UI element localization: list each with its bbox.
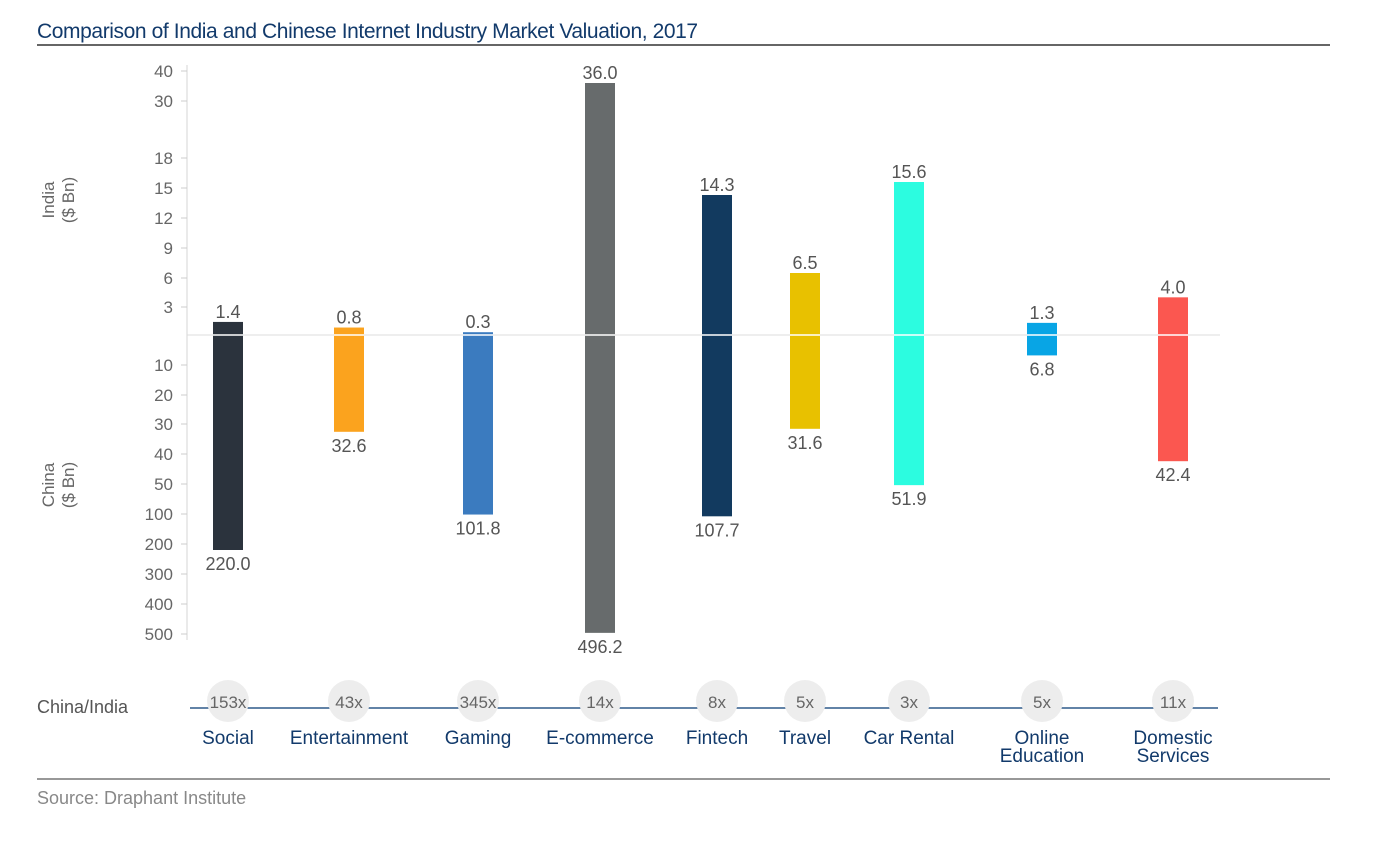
bar-2 bbox=[463, 332, 493, 515]
ratio-circle bbox=[207, 680, 249, 722]
china-axis-title-line2: ($ Bn) bbox=[59, 462, 78, 508]
category-label: Education bbox=[1000, 746, 1085, 767]
category-label: Services bbox=[1137, 746, 1210, 767]
india-value-label: 4.0 bbox=[1160, 277, 1185, 297]
ratio-label: 5x bbox=[1033, 693, 1051, 712]
india-value-label: 1.3 bbox=[1029, 303, 1054, 323]
category-label: Fintech bbox=[686, 728, 748, 749]
ratio-label: 153x bbox=[210, 693, 247, 712]
india-value-label: 0.8 bbox=[336, 308, 361, 328]
category-label: Travel bbox=[779, 728, 831, 749]
y-tick-label-china: 30 bbox=[154, 415, 173, 434]
ratio-label: 8x bbox=[708, 693, 726, 712]
india-axis-title-line1: India bbox=[39, 181, 58, 218]
ratio-circle bbox=[1021, 680, 1063, 722]
india-axis-title-line2: ($ Bn) bbox=[59, 177, 78, 223]
ratio-circle bbox=[579, 680, 621, 722]
ratio-circle bbox=[784, 680, 826, 722]
y-tick-label-india: 15 bbox=[154, 179, 173, 198]
bar-6 bbox=[894, 182, 924, 486]
india-value-label: 36.0 bbox=[582, 63, 617, 83]
category-label: Domestic bbox=[1133, 728, 1212, 749]
bar-5 bbox=[790, 273, 820, 429]
india-axis-title: India ($ Bn) bbox=[39, 177, 78, 223]
ratio-label: 3x bbox=[900, 693, 918, 712]
ratio-label: 345x bbox=[460, 693, 497, 712]
ratio-row-label: China/India bbox=[37, 697, 129, 717]
category-label: Social bbox=[202, 728, 254, 749]
bar-4 bbox=[702, 195, 732, 517]
y-tick-label-india: 3 bbox=[164, 298, 173, 317]
y-tick-label-india: 40 bbox=[154, 62, 173, 81]
y-tick-label-india: 18 bbox=[154, 149, 173, 168]
china-value-label: 6.8 bbox=[1029, 359, 1054, 379]
category-label: E-commerce bbox=[546, 728, 654, 749]
bar-8 bbox=[1158, 297, 1188, 462]
y-tick-label-china: 200 bbox=[145, 535, 173, 554]
china-axis-title: China ($ Bn) bbox=[39, 462, 78, 508]
y-tick-label-china: 300 bbox=[145, 565, 173, 584]
source-note: Source: Draphant Institute bbox=[37, 788, 246, 808]
category-label: Gaming bbox=[445, 728, 512, 749]
y-tick-label-india: 9 bbox=[164, 239, 173, 258]
y-tick-label-china: 20 bbox=[154, 386, 173, 405]
china-axis-title-line1: China bbox=[39, 462, 58, 507]
y-tick-label-china: 400 bbox=[145, 595, 173, 614]
y-axis-ticks: 40 30 18 15 12 9 6 3 10 20 30 40 50 100 200 300 400 500 bbox=[145, 62, 187, 644]
y-tick-label-china: 500 bbox=[145, 625, 173, 644]
ratio-label: 14x bbox=[586, 693, 614, 712]
y-tick-label-india: 6 bbox=[164, 269, 173, 288]
y-tick-label-china: 10 bbox=[154, 356, 173, 375]
bar-7 bbox=[1027, 322, 1057, 356]
ratio-label: 11x bbox=[1160, 693, 1187, 712]
india-value-label: 14.3 bbox=[699, 175, 734, 195]
china-value-label: 220.0 bbox=[205, 554, 250, 574]
y-tick-label-china: 50 bbox=[154, 475, 173, 494]
china-value-label: 31.6 bbox=[787, 433, 822, 453]
china-value-label: 42.4 bbox=[1155, 465, 1190, 485]
y-tick-label-india: 30 bbox=[154, 92, 173, 111]
ratio-circle bbox=[1152, 680, 1194, 722]
y-tick-label-china: 40 bbox=[154, 445, 173, 464]
china-value-label: 101.8 bbox=[455, 519, 500, 539]
india-value-label: 15.6 bbox=[891, 162, 926, 182]
y-tick-label-china: 100 bbox=[145, 505, 173, 524]
y-tick-label-india: 12 bbox=[154, 209, 173, 228]
category-labels: Social Entertainment Gaming E-commerce Finte… bbox=[202, 728, 1212, 767]
india-value-label: 0.3 bbox=[465, 312, 490, 332]
bar-1 bbox=[334, 327, 364, 432]
india-value-label: 6.5 bbox=[792, 253, 817, 273]
chart-title: Comparison of India and Chinese Internet… bbox=[37, 20, 698, 43]
ratio-row: 153x 43x 345x 14x 8x 5x 3x 5x 11x bbox=[207, 680, 1194, 722]
china-value-label: 496.2 bbox=[577, 637, 622, 657]
ratio-circle bbox=[888, 680, 930, 722]
ratio-label: 43x bbox=[335, 693, 363, 712]
ratio-circle bbox=[457, 680, 499, 722]
ratio-label: 5x bbox=[796, 693, 814, 712]
category-label: Car Rental bbox=[864, 728, 955, 749]
category-label: Online bbox=[1015, 728, 1070, 749]
category-label: Entertainment bbox=[290, 728, 409, 749]
ratio-circle bbox=[328, 680, 370, 722]
china-value-label: 107.7 bbox=[694, 520, 739, 540]
china-value-label: 51.9 bbox=[891, 489, 926, 509]
bar-0 bbox=[213, 321, 243, 550]
ratio-circle bbox=[696, 680, 738, 722]
bars: 1.4 220.0 0.8 32.6 0.3 101.8 36.0 496.2 14.3 107.… bbox=[205, 63, 1190, 657]
india-value-label: 1.4 bbox=[215, 302, 240, 322]
china-value-label: 32.6 bbox=[331, 436, 366, 456]
bar-3 bbox=[585, 83, 615, 633]
